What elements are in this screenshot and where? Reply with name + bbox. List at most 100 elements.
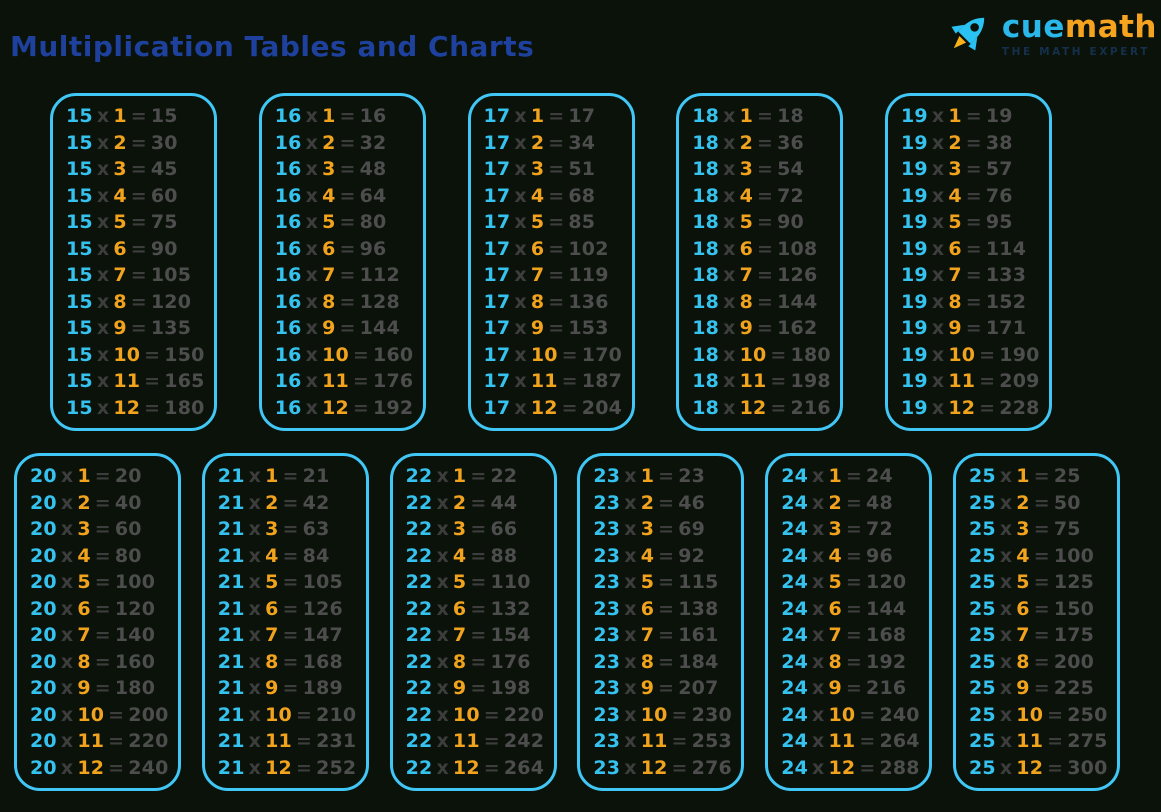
product: 85: [568, 211, 596, 233]
times-symbol: x: [514, 131, 527, 154]
equals-symbol: =: [756, 317, 774, 339]
table-row: 18 x 2 = 36: [692, 130, 838, 157]
product: 57: [985, 158, 1013, 180]
multiplicand: 24: [781, 518, 809, 540]
multiplier: 1: [530, 105, 545, 127]
product: 198: [490, 677, 531, 699]
equals-symbol: =: [965, 290, 982, 313]
table-row: 18 x 1 = 18: [692, 103, 838, 130]
times-symbol: x: [624, 624, 637, 646]
product: 21: [302, 465, 330, 487]
multiplier: 9: [113, 317, 127, 339]
product: 240: [879, 703, 920, 726]
table-row: 19 x 2 = 38: [901, 130, 1047, 157]
equals-symbol: =: [144, 343, 161, 366]
product: 66: [490, 518, 518, 540]
equals-symbol: =: [1033, 650, 1050, 673]
times-symbol: x: [60, 703, 74, 726]
table-row: 15 x 7 = 105: [66, 262, 212, 289]
times-symbol: x: [248, 518, 262, 540]
equals-symbol: =: [339, 211, 356, 233]
multiplier: 8: [530, 290, 545, 313]
multiplicand: 24: [781, 491, 809, 514]
table-row: 20 x 10 = 200: [30, 702, 176, 729]
multiplier: 7: [1016, 624, 1030, 646]
times-symbol: x: [96, 237, 110, 260]
table-row: 23 x 12 = 276: [593, 755, 739, 782]
times-symbol: x: [931, 211, 945, 233]
times-symbol: x: [812, 597, 825, 620]
product: 180: [114, 677, 156, 699]
product: 120: [114, 597, 156, 620]
equals-symbol: =: [94, 465, 111, 487]
equals-symbol: =: [352, 396, 370, 419]
equals-symbol: =: [965, 131, 982, 154]
multiplier: 5: [530, 211, 545, 233]
table-row: 19 x 6 = 114: [901, 236, 1047, 263]
multiplicand: 24: [781, 703, 809, 726]
table-row: 22 x 6 = 132: [406, 596, 552, 623]
multiplier: 7: [322, 264, 336, 286]
equals-symbol: =: [845, 624, 863, 646]
table-row: 23 x 6 = 138: [593, 596, 739, 623]
times-symbol: x: [436, 756, 449, 779]
multiplicand: 22: [405, 518, 433, 540]
multiplicand: 17: [483, 343, 511, 366]
table-row: 24 x 4 = 96: [781, 543, 927, 570]
table-row: 21 x 1 = 21: [218, 463, 364, 490]
times-symbol: x: [436, 703, 449, 726]
times-symbol: x: [514, 184, 527, 207]
multiplier: 7: [640, 624, 655, 646]
product: 92: [678, 544, 706, 567]
table-row: 19 x 7 = 133: [901, 262, 1047, 289]
multiplier: 12: [77, 756, 105, 779]
times-symbol: x: [624, 597, 637, 620]
product: 184: [678, 650, 719, 673]
times-symbol: x: [723, 396, 736, 419]
times-symbol: x: [812, 518, 825, 540]
product: 24: [866, 465, 893, 487]
multiplier: 4: [77, 544, 91, 567]
equals-symbol: =: [979, 370, 996, 392]
table-row: 22 x 9 = 198: [406, 675, 552, 702]
multiplicand: 18: [692, 158, 720, 180]
equals-symbol: =: [979, 343, 996, 366]
multiplicand: 17: [483, 370, 511, 392]
multiplicand: 21: [217, 650, 245, 673]
table-row: 22 x 2 = 44: [406, 490, 552, 517]
times-symbol: x: [60, 597, 74, 620]
equals-symbol: =: [756, 290, 774, 313]
multiplier: 6: [113, 237, 127, 260]
multiplication-table-card-24: 24 x 1 = 24 24 x 2 = 48 24 x 3 = 72 24 x 4 = 96 24 x 5 = 120 24 x 6…: [765, 453, 933, 791]
table-row: 20 x 6 = 120: [30, 596, 176, 623]
equals-symbol: =: [483, 703, 500, 726]
table-row: 24 x 5 = 120: [781, 569, 927, 596]
times-symbol: x: [60, 730, 74, 752]
multiplicand: 18: [692, 343, 720, 366]
times-symbol: x: [248, 703, 262, 726]
times-symbol: x: [96, 211, 110, 233]
multiplicand: 18: [692, 370, 720, 392]
times-symbol: x: [624, 465, 637, 487]
equals-symbol: =: [282, 518, 299, 540]
brand-name: cuemath: [1002, 12, 1157, 43]
product: 25: [1053, 465, 1081, 487]
multiplicand: 16: [274, 396, 302, 419]
multiplicand: 20: [30, 544, 57, 567]
table-row: 23 x 8 = 184: [593, 649, 739, 676]
equals-symbol: =: [339, 131, 356, 154]
product: 108: [777, 237, 818, 260]
table-row: 19 x 4 = 76: [901, 183, 1047, 210]
times-symbol: x: [624, 703, 637, 726]
times-symbol: x: [624, 544, 637, 567]
times-symbol: x: [723, 131, 736, 154]
multiplier: 5: [265, 571, 279, 593]
product: 119: [568, 264, 609, 286]
table-row: 23 x 7 = 161: [593, 622, 739, 649]
times-symbol: x: [248, 491, 262, 514]
table-row: 20 x 4 = 80: [30, 543, 176, 570]
multiplicand: 16: [274, 317, 302, 339]
product: 32: [359, 131, 387, 154]
multiplicand: 23: [593, 465, 621, 487]
equals-symbol: =: [130, 211, 147, 233]
